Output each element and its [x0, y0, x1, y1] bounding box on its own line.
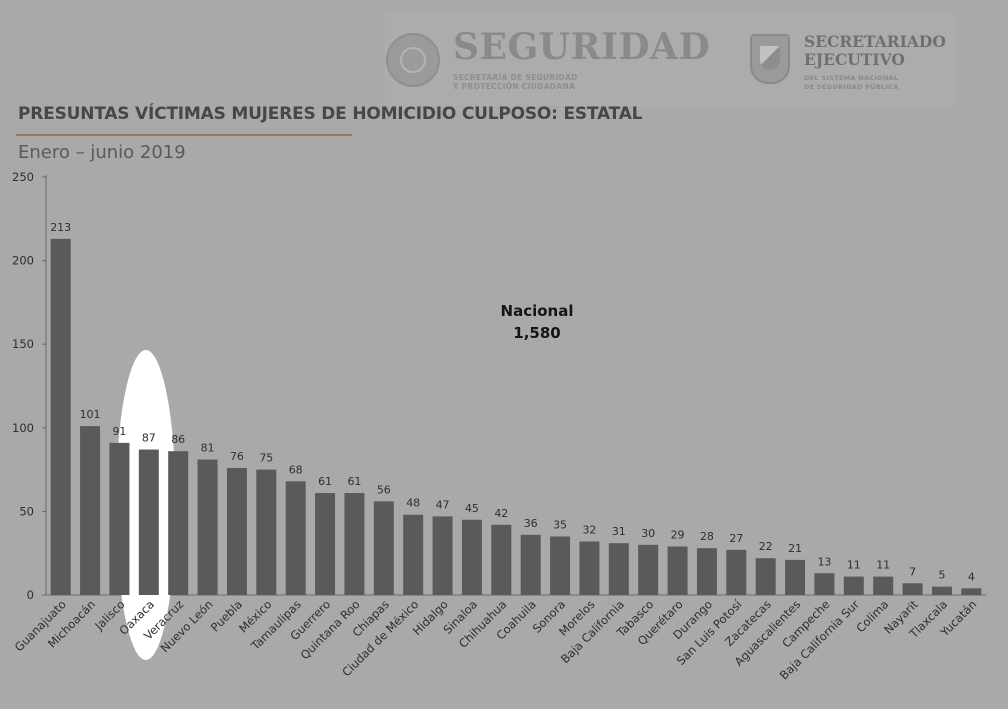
bar-value-label: 75: [259, 452, 273, 465]
annotation-nacional-label: Nacional: [501, 302, 574, 320]
bar-value-label: 35: [553, 518, 567, 531]
bar-value-label: 5: [938, 569, 945, 582]
bar-value-label: 101: [80, 408, 101, 421]
bar: [520, 534, 541, 595]
bar-value-label: 30: [641, 527, 655, 540]
y-tick-label: 0: [27, 588, 34, 602]
bar: [138, 449, 159, 595]
bar: [197, 459, 218, 595]
mexico-seal-icon: [386, 33, 440, 87]
bar-value-label: 56: [377, 483, 391, 496]
bar-value-label: 42: [494, 507, 508, 520]
bar: [755, 558, 776, 595]
seguridad-logo-line1: SECRETARÍA DE SEGURIDAD: [453, 73, 578, 82]
secretariado-logo-line1: SECRETARIADO: [804, 32, 946, 51]
bar: [550, 536, 571, 595]
bar: [726, 549, 747, 595]
y-tick-label: 200: [12, 254, 34, 268]
chart-title: PRESUNTAS VÍCTIMAS MUJERES DE HOMICIDIO …: [18, 104, 643, 124]
bar-value-label: 11: [847, 559, 861, 572]
bar: [80, 426, 101, 595]
bar: [373, 501, 394, 595]
bar-value-label: 4: [968, 570, 975, 583]
bar-value-label: 27: [729, 532, 743, 545]
bar: [285, 481, 306, 595]
secretariado-shield-icon: [750, 34, 790, 84]
bar-value-label: 68: [289, 463, 303, 476]
bar: [168, 451, 189, 595]
bar: [843, 576, 864, 595]
y-tick-label: 100: [12, 421, 34, 435]
bar-value-label: 86: [171, 433, 185, 446]
bar: [579, 541, 600, 595]
bar: [785, 559, 806, 595]
bar: [315, 493, 336, 595]
annotation-nacional-total: 1,580: [513, 324, 560, 342]
bar-value-label: 13: [817, 555, 831, 568]
bar-value-label: 47: [436, 498, 450, 511]
bar: [696, 548, 717, 595]
header-logo-band: [385, 14, 955, 106]
bar-value-label: 87: [142, 432, 156, 445]
bar: [814, 573, 835, 595]
bar-value-label: 76: [230, 450, 244, 463]
bar: [344, 493, 365, 595]
bar: [226, 467, 247, 595]
y-tick-label: 150: [12, 337, 34, 351]
y-tick-label: 250: [12, 170, 34, 184]
bar-value-label: 61: [318, 475, 332, 488]
bar-value-label: 48: [406, 497, 420, 510]
bar-value-label: 21: [788, 542, 802, 555]
title-divider: [16, 134, 352, 136]
bar: [403, 514, 424, 595]
bar-value-label: 29: [671, 529, 685, 542]
bar: [961, 588, 982, 595]
bar-value-label: 28: [700, 530, 714, 543]
bar-value-label: 36: [524, 517, 538, 530]
seguridad-logo-line2: Y PROTECCIÓN CIUDADANA: [453, 82, 576, 91]
secretariado-logo-sub2: DE SEGURIDAD PÚBLICA: [804, 83, 899, 91]
bar-value-label: 91: [112, 425, 126, 438]
seguridad-logo-title: SEGURIDAD: [453, 26, 711, 68]
secretariado-logo-line2: EJECUTIVO: [804, 50, 905, 69]
bar: [432, 516, 453, 595]
y-tick-label: 50: [19, 504, 34, 518]
chart-subtitle: Enero – junio 2019: [18, 142, 186, 163]
bar-value-label: 7: [909, 565, 916, 578]
bar-value-label: 81: [201, 442, 215, 455]
secretariado-logo-sub1: DEL SISTEMA NACIONAL: [804, 74, 899, 82]
bar: [256, 469, 277, 595]
bar: [873, 576, 894, 595]
bar: [931, 586, 952, 595]
bar: [461, 519, 482, 595]
bar: [109, 442, 130, 595]
bar-value-label: 31: [612, 525, 626, 538]
bar: [50, 238, 71, 595]
bar: [638, 544, 659, 595]
bar-value-label: 61: [347, 475, 361, 488]
bar: [608, 543, 629, 595]
bar-value-label: 32: [582, 523, 596, 536]
bar-value-label: 11: [876, 559, 890, 572]
bar-value-label: 22: [759, 540, 773, 553]
bar: [491, 524, 512, 595]
bar: [667, 546, 688, 595]
bar-value-label: 45: [465, 502, 479, 515]
bar-value-label: 213: [50, 221, 71, 234]
bar: [902, 583, 923, 595]
